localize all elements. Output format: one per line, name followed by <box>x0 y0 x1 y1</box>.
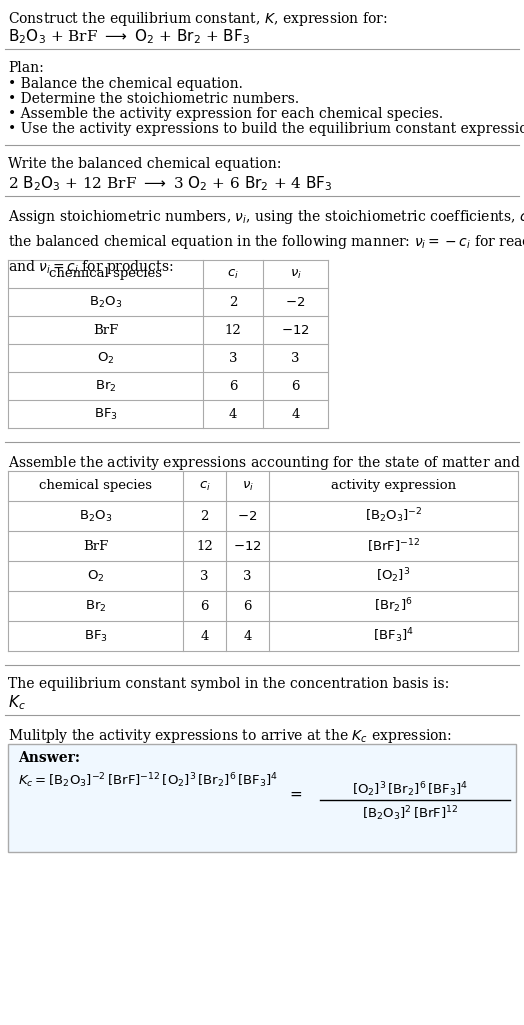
Text: $K_c = [\mathrm{B_2O_3}]^{-2}\,[\mathrm{BrF}]^{-12}\,[\mathrm{O_2}]^3\,[\mathrm{: $K_c = [\mathrm{B_2O_3}]^{-2}\,[\mathrm{… <box>18 771 278 789</box>
Text: $c_i$: $c_i$ <box>227 268 239 281</box>
Text: Mulitply the activity expressions to arrive at the $K_c$ expression:: Mulitply the activity expressions to arr… <box>8 727 452 745</box>
Text: $\nu_i$: $\nu_i$ <box>290 268 301 281</box>
Text: $\mathrm{Br_2}$: $\mathrm{Br_2}$ <box>95 378 116 394</box>
Text: $[\mathrm{B_2O_3}]^{-2}$: $[\mathrm{B_2O_3}]^{-2}$ <box>365 506 422 526</box>
Text: $\mathrm{B_2O_3}$: $\mathrm{B_2O_3}$ <box>79 508 112 524</box>
Text: 3: 3 <box>243 570 252 582</box>
Text: $\mathrm{O_2}$: $\mathrm{O_2}$ <box>97 351 114 366</box>
Text: Answer:: Answer: <box>18 751 80 765</box>
Text: $=$: $=$ <box>287 787 303 801</box>
Text: 6: 6 <box>229 379 237 393</box>
Text: Write the balanced chemical equation:: Write the balanced chemical equation: <box>8 157 281 171</box>
Text: $\mathrm{O_2}$: $\mathrm{O_2}$ <box>87 569 104 583</box>
Text: 4: 4 <box>291 408 300 420</box>
Text: $-2$: $-2$ <box>237 509 258 523</box>
Text: 2 $\mathrm{B_2O_3}$ + 12 BrF $\longrightarrow$ 3 $\mathrm{O_2}$ + 6 $\mathrm{Br_: 2 $\mathrm{B_2O_3}$ + 12 BrF $\longright… <box>8 174 333 193</box>
Text: $K_c$: $K_c$ <box>8 693 26 711</box>
Text: $\mathrm{BF_3}$: $\mathrm{BF_3}$ <box>93 407 117 421</box>
Text: $[\mathrm{O_2}]^3$: $[\mathrm{O_2}]^3$ <box>376 567 411 585</box>
Text: The equilibrium constant symbol in the concentration basis is:: The equilibrium constant symbol in the c… <box>8 676 449 691</box>
Text: • Balance the chemical equation.: • Balance the chemical equation. <box>8 77 243 91</box>
Text: $-12$: $-12$ <box>233 539 262 552</box>
Text: 2: 2 <box>229 295 237 309</box>
Text: 12: 12 <box>225 324 242 336</box>
Text: chemical species: chemical species <box>39 480 152 492</box>
Text: Construct the equilibrium constant, $K$, expression for:: Construct the equilibrium constant, $K$,… <box>8 10 388 28</box>
Text: $\mathrm{B_2O_3}$: $\mathrm{B_2O_3}$ <box>89 294 122 310</box>
Text: • Assemble the activity expression for each chemical species.: • Assemble the activity expression for e… <box>8 107 443 121</box>
Text: • Determine the stoichiometric numbers.: • Determine the stoichiometric numbers. <box>8 92 299 106</box>
Text: $[\mathrm{BF_3}]^4$: $[\mathrm{BF_3}]^4$ <box>373 626 414 646</box>
Text: Assign stoichiometric numbers, $\nu_i$, using the stoichiometric coefficients, $: Assign stoichiometric numbers, $\nu_i$, … <box>8 208 524 277</box>
Text: 6: 6 <box>243 600 252 613</box>
Text: 4: 4 <box>243 629 252 643</box>
Text: • Use the activity expressions to build the equilibrium constant expression.: • Use the activity expressions to build … <box>8 122 524 136</box>
Text: 12: 12 <box>196 539 213 552</box>
Text: 3: 3 <box>229 352 237 365</box>
Text: $\nu_i$: $\nu_i$ <box>242 480 254 493</box>
Text: 4: 4 <box>229 408 237 420</box>
Text: 6: 6 <box>291 379 300 393</box>
Text: 6: 6 <box>200 600 209 613</box>
Text: $[\mathrm{B_2O_3}]^2\,[\mathrm{BrF}]^{12}$: $[\mathrm{B_2O_3}]^2\,[\mathrm{BrF}]^{12… <box>362 804 458 823</box>
Text: 2: 2 <box>200 509 209 523</box>
Text: $[\mathrm{O_2}]^3\,[\mathrm{Br_2}]^6\,[\mathrm{BF_3}]^4$: $[\mathrm{O_2}]^3\,[\mathrm{Br_2}]^6\,[\… <box>352 780 468 798</box>
Text: $-2$: $-2$ <box>286 295 305 309</box>
Text: $c_i$: $c_i$ <box>199 480 211 493</box>
Text: 4: 4 <box>200 629 209 643</box>
Text: activity expression: activity expression <box>331 480 456 492</box>
Text: $\mathrm{B_2O_3}$ + BrF $\longrightarrow$ $\mathrm{O_2}$ + $\mathrm{Br_2}$ + $\m: $\mathrm{B_2O_3}$ + BrF $\longrightarrow… <box>8 27 250 46</box>
Text: $-12$: $-12$ <box>281 324 310 336</box>
Text: $[\mathrm{Br_2}]^6$: $[\mathrm{Br_2}]^6$ <box>374 597 413 615</box>
Text: $\mathrm{Br_2}$: $\mathrm{Br_2}$ <box>85 599 106 614</box>
Text: 3: 3 <box>200 570 209 582</box>
Text: BrF: BrF <box>93 324 118 336</box>
Text: $[\mathrm{BrF}]^{-12}$: $[\mathrm{BrF}]^{-12}$ <box>367 537 420 555</box>
Text: 3: 3 <box>291 352 300 365</box>
Text: BrF: BrF <box>83 539 108 552</box>
Text: chemical species: chemical species <box>49 268 162 281</box>
Text: $\mathrm{BF_3}$: $\mathrm{BF_3}$ <box>83 628 107 644</box>
Text: Plan:: Plan: <box>8 62 43 75</box>
FancyBboxPatch shape <box>8 744 516 852</box>
Text: Assemble the activity expressions accounting for the state of matter and $\nu_i$: Assemble the activity expressions accoun… <box>8 454 524 472</box>
